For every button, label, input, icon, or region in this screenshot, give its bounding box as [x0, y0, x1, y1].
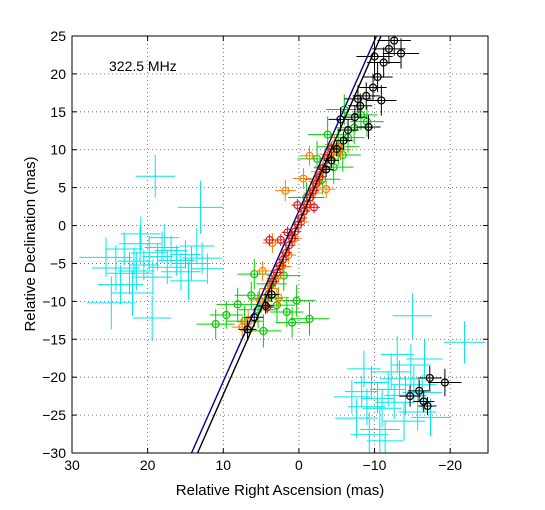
data-point [350, 113, 359, 122]
data-point [364, 122, 373, 132]
data-point [276, 235, 285, 245]
data-point [288, 234, 297, 243]
x-tick-label: −20 [438, 457, 462, 473]
data-point [338, 150, 347, 160]
data-point [288, 318, 297, 327]
data-point [263, 303, 272, 312]
data-point [233, 300, 242, 309]
data-point [247, 291, 256, 300]
data-point [343, 125, 353, 135]
data-point [259, 326, 268, 336]
data-point [322, 185, 331, 194]
data-point [297, 213, 306, 223]
x-tick-label: −10 [363, 457, 387, 473]
data-point [425, 373, 434, 383]
data-point [415, 386, 424, 395]
data-point [211, 320, 220, 329]
plot-frame [71, 35, 489, 454]
data-point [390, 36, 399, 45]
y-tick-label: 0 [58, 218, 66, 234]
axis-ticks: 30 20 10 0 −10 −20 25 20 15 10 5 0 −5 −10 −15 −20 −25 −30 [42, 28, 488, 473]
x-tick-label: 10 [215, 457, 231, 473]
data-point [305, 314, 314, 323]
data-point [258, 266, 267, 276]
data-point [278, 255, 288, 264]
data-point [222, 310, 231, 320]
x-axis-label: Relative Right Ascension (mas) [176, 482, 384, 499]
data-point [272, 268, 282, 277]
data-point [384, 44, 394, 53]
data-point [255, 295, 264, 304]
y-tick-label: −5 [50, 255, 66, 271]
series-1 [196, 94, 384, 348]
y-tick-label: −30 [42, 445, 66, 461]
data-point [309, 186, 318, 195]
data-point [281, 186, 290, 195]
data-point [272, 301, 282, 310]
data-point [377, 96, 386, 105]
data-point [323, 130, 332, 139]
frequency-annotation: 322.5 MHz [109, 58, 177, 74]
data-point [373, 72, 382, 82]
data-point [370, 52, 379, 61]
data-point [294, 220, 303, 229]
x-tick-label: 0 [295, 457, 303, 473]
y-tick-label: 20 [50, 66, 66, 82]
data-point [396, 49, 406, 58]
data-point [305, 151, 314, 160]
fit-line [190, 36, 378, 453]
data-point [332, 144, 341, 154]
series-0 [79, 155, 485, 453]
y-tick-label: −20 [42, 369, 66, 385]
y-tick-label: −25 [42, 407, 66, 423]
data-point [353, 94, 363, 104]
plot-background [72, 36, 488, 453]
data-point [309, 203, 319, 212]
data-point [327, 156, 336, 165]
data-point [300, 207, 309, 216]
data-point [238, 323, 247, 332]
y-tick-label: 10 [50, 142, 66, 158]
fit-lines [190, 36, 382, 453]
data-point [379, 58, 388, 67]
data-point [312, 179, 321, 188]
y-tick-label: 25 [50, 28, 66, 44]
data-point [423, 401, 432, 411]
data-point [267, 290, 276, 299]
x-tick-label: 30 [64, 457, 80, 473]
y-tick-label: −10 [42, 293, 66, 309]
x-tick-label: 20 [140, 457, 156, 473]
data-point [269, 277, 278, 286]
y-axis-label: Relative Declination (mas) [22, 156, 39, 331]
y-tick-label: 15 [50, 104, 66, 120]
data-point [303, 200, 312, 209]
data-point [306, 193, 315, 202]
y-tick-label: 5 [58, 180, 66, 196]
data-point [292, 296, 301, 305]
data-point [284, 241, 294, 250]
data-point [291, 227, 300, 236]
data-point [315, 172, 324, 182]
data-point [265, 235, 274, 245]
data-point [299, 174, 308, 183]
data-point [440, 378, 449, 387]
data-point [339, 136, 348, 145]
data-point [405, 392, 415, 401]
fit-line [196, 36, 382, 453]
data-point [362, 117, 372, 126]
data-point [281, 248, 291, 257]
data-point [368, 83, 378, 92]
data-point [282, 307, 291, 317]
y-tick-label: −15 [42, 331, 66, 347]
